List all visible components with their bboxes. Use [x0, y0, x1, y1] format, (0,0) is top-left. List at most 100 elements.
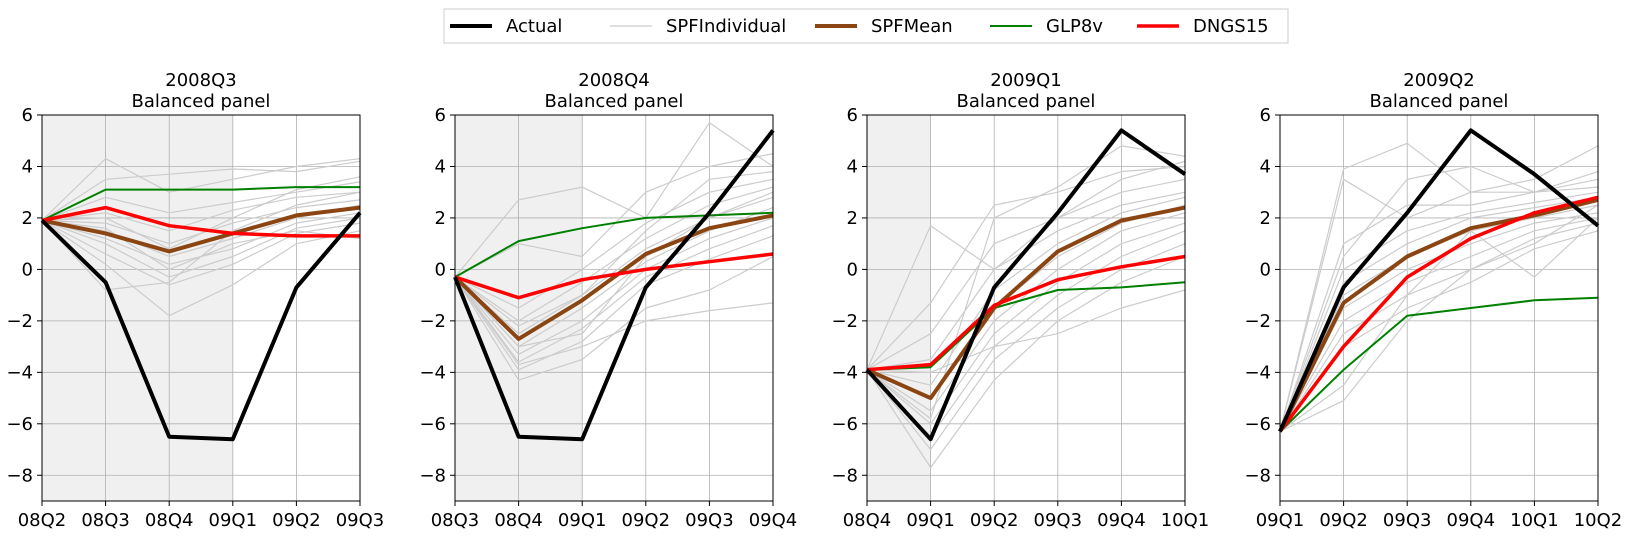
x-tick-label: 09Q4: [1447, 510, 1496, 531]
y-tick-label: −6: [6, 414, 33, 435]
panel-title: 2008Q4: [578, 70, 649, 91]
y-tick-label: 4: [22, 156, 33, 177]
series-dngs15: [1278, 195, 1599, 433]
y-tick-label: 6: [847, 105, 858, 126]
series-spf-individual-2: [41, 160, 361, 222]
series-spf-individual-13: [41, 219, 361, 270]
y-tick-label: 6: [1260, 105, 1271, 126]
x-tick-label: 09Q1: [906, 510, 955, 531]
y-tick-label: −4: [6, 362, 33, 383]
y-tick-label: 4: [847, 156, 858, 177]
series-spf-individual-8: [1279, 217, 1599, 432]
y-tick-label: −8: [419, 465, 446, 486]
panel-3: −8 −6 −4 −2 0 2 4 6 08Q4 09Q1 09Q2 09Q3 09Q4 10Q1 2009…: [831, 70, 1209, 531]
x-tick-label: 08Q3: [81, 510, 130, 531]
y-tick-label: 2: [435, 208, 446, 229]
series-spf-individual-12: [454, 171, 774, 327]
y-tick-label: −8: [6, 465, 33, 486]
x-tick-label: 09Q2: [1319, 510, 1368, 531]
y-tick-label: 0: [1260, 259, 1271, 280]
y-tick-label: −6: [419, 414, 446, 435]
series-spf-individual-9: [454, 235, 774, 371]
x-tick-label: 09Q3: [1383, 510, 1432, 531]
x-tick-label: 09Q2: [622, 510, 671, 531]
series-dngs15: [454, 252, 774, 300]
x-tick-label: 10Q1: [1510, 510, 1559, 531]
panel-title: 2009Q1: [990, 70, 1061, 91]
legend-label-spf_individual: SPFIndividual: [666, 16, 786, 37]
y-tick-label: −2: [831, 311, 858, 332]
y-tick-label: −2: [1244, 311, 1271, 332]
series-spf-individual-12: [866, 289, 1186, 373]
plot-frame: [1279, 114, 1599, 502]
series-spf-individual-3: [454, 178, 774, 309]
legend: Actual SPFIndividual SPFMean GLP8v DNGS15: [443, 8, 1289, 44]
plot-frame: [866, 114, 1186, 502]
legend-label-spf_mean: SPFMean: [871, 16, 953, 37]
x-tick-label: 09Q3: [336, 510, 385, 531]
x-tick-label: 10Q2: [1574, 510, 1623, 531]
y-tick-label: 0: [847, 259, 858, 280]
series-spf-individual-12: [1279, 204, 1599, 433]
series-glp8v: [1279, 296, 1599, 433]
y-tick-label: −4: [831, 362, 858, 383]
series-spf-individual-2: [866, 165, 1186, 371]
y-tick-label: 0: [22, 259, 33, 280]
series-spf-mean: [41, 205, 361, 254]
series-spf-individual-3: [866, 178, 1186, 371]
y-tick-label: 0: [435, 259, 446, 280]
legend-label-dngs: DNGS15: [1193, 16, 1269, 37]
y-tick-label: −8: [831, 465, 858, 486]
series-spf-individual-2: [454, 153, 774, 278]
series-spf-mean: [866, 205, 1186, 401]
series-spf-individual-9: [1279, 222, 1599, 432]
x-tick-label: 08Q2: [18, 510, 67, 531]
shaded-region: [867, 115, 931, 501]
series-actual: [453, 129, 775, 442]
series-spf-individual-8: [41, 217, 361, 278]
panel-title: 2009Q2: [1403, 70, 1474, 91]
y-tick-label: −2: [419, 311, 446, 332]
legend-label-actual: Actual: [506, 16, 562, 37]
legend-label-glp: GLP8v: [1046, 16, 1103, 37]
y-tick-label: −4: [1244, 362, 1271, 383]
panel-subtitle: Balanced panel: [957, 91, 1096, 112]
y-tick-label: 4: [1260, 156, 1271, 177]
plot-frame: [41, 114, 361, 502]
series-actual: [40, 211, 362, 442]
series-actual: [1278, 128, 1600, 433]
series-glp8v: [41, 186, 360, 222]
x-tick-label: 09Q1: [558, 510, 607, 531]
y-tick-label: −2: [6, 311, 33, 332]
series-spf-individual-1: [866, 160, 1186, 371]
panel-subtitle: Balanced panel: [132, 91, 271, 112]
series-spf-individual-8: [454, 225, 774, 363]
panel-2: −8 −6 −4 −2 0 2 4 6 08Q3 08Q4 09Q1 09Q2 09Q3 09Q4 2008…: [419, 70, 797, 531]
series-actual: [865, 128, 1187, 442]
series-glp8v: [866, 281, 1186, 371]
series-spf-individual-3: [41, 181, 361, 222]
x-tick-label: 08Q3: [431, 510, 480, 531]
series-spf-individual-10: [41, 220, 361, 317]
series-spf-individual-11: [866, 255, 1186, 469]
x-tick-label: 08Q4: [843, 510, 892, 531]
series-spf-individual-1: [1279, 142, 1599, 432]
series-spf-mean: [453, 213, 774, 341]
y-tick-label: −6: [831, 414, 858, 435]
y-tick-label: 2: [22, 208, 33, 229]
panel-subtitle: Balanced panel: [1370, 91, 1509, 112]
series-spf-individual-3: [1279, 186, 1599, 432]
x-tick-label: 10Q1: [1161, 510, 1210, 531]
series-spf-mean: [1278, 197, 1599, 433]
y-tick-label: 6: [22, 105, 33, 126]
y-tick-label: −8: [1244, 465, 1271, 486]
y-tick-label: 4: [435, 156, 446, 177]
x-tick-label: 09Q4: [749, 510, 798, 531]
panel-1: −8 −6 −4 −2 0 2 4 6 08Q2 08Q3 08Q4 09Q1 09Q2 09Q3 2008…: [6, 70, 384, 531]
series-spf-individual-8: [866, 222, 1186, 425]
x-tick-label: 08Q4: [494, 510, 543, 531]
series-spf-individual-11: [1279, 217, 1599, 432]
x-tick-label: 08Q4: [145, 510, 194, 531]
